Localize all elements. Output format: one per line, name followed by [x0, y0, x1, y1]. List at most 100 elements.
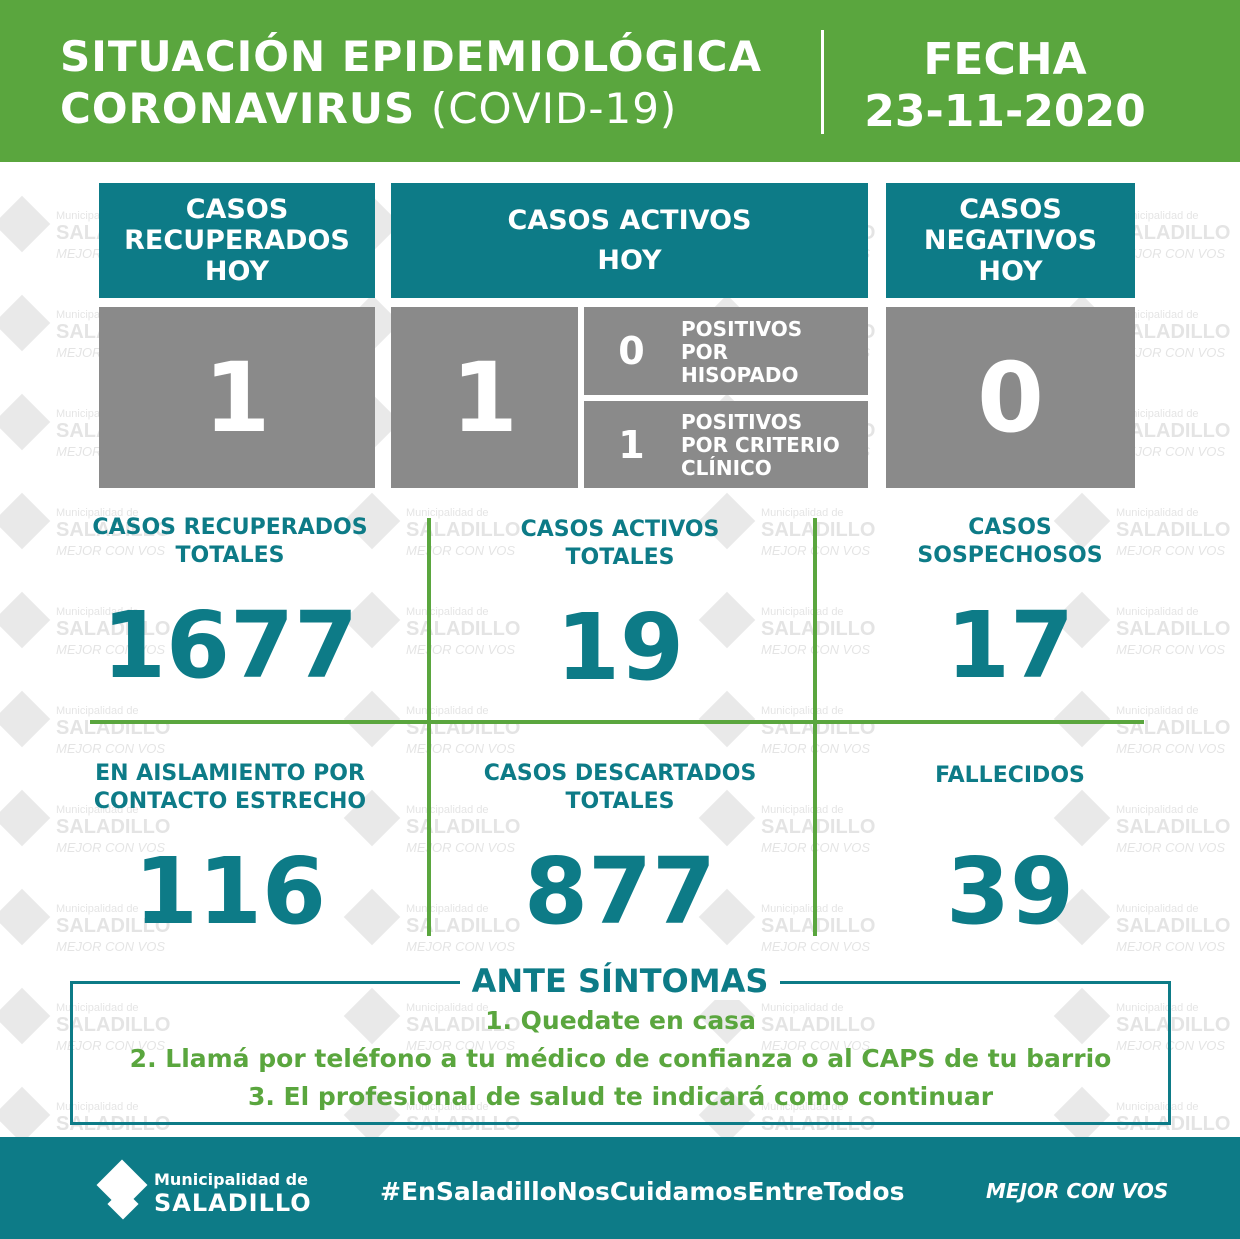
hisopado-box: 0 POSITIVOS POR HISOPADO — [584, 307, 868, 395]
watermark-text: SALADILLO — [1116, 1113, 1231, 1135]
watermark-text: SALADILLO — [1116, 420, 1231, 442]
watermark-text: Municipalidad de — [761, 1002, 844, 1014]
activos-hoy-l2: HOY — [597, 244, 662, 276]
grid-vline-left — [427, 518, 431, 936]
footer-banner: Municipalidad de SALADILLO #EnSaladilloN… — [0, 1137, 1240, 1239]
aislamiento-l2: CONTACTO ESTRECHO — [93, 789, 367, 814]
negativos-hoy-value: 0 — [977, 341, 1044, 454]
watermark-text: SALADILLO — [761, 519, 876, 541]
watermark-text: Municipalidad de — [1116, 903, 1199, 915]
watermark-text: SALADILLO — [56, 816, 171, 838]
watermark-text: Municipalidad de — [406, 507, 489, 519]
hisopado-l1: POSITIVOS — [681, 317, 803, 341]
criterio-l3: CLÍNICO — [681, 456, 772, 480]
watermark-text: Municipalidad de — [761, 705, 844, 717]
watermark-text: Municipalidad de — [56, 903, 139, 915]
recuperados-hoy-l1: CASOS — [185, 194, 289, 225]
watermark-text: Municipalidad de — [761, 903, 844, 915]
activos-hoy-value: 1 — [451, 341, 518, 454]
fallecidos-value: 39 — [945, 838, 1075, 945]
watermark-text: Municipalidad de — [406, 1002, 489, 1014]
watermark-text: Municipalidad de — [761, 1101, 844, 1113]
title-coronavirus: CORONAVIRUS — [60, 84, 416, 133]
sospechosos-label: CASOS SOSPECHOSOS — [830, 514, 1190, 570]
watermark-text: MEJOR CON VOS — [1116, 939, 1226, 954]
watermark-text: SALADILLO — [1116, 717, 1231, 739]
title-line2: CORONAVIRUS (COVID-19) — [60, 84, 677, 133]
watermark-text: Municipalidad de — [56, 1101, 139, 1113]
hisopado-label: POSITIVOS POR HISOPADO — [681, 318, 802, 387]
watermark-text: MEJOR CON VOS — [1116, 543, 1226, 558]
watermark-text: SALADILLO — [761, 1014, 876, 1036]
activos-totales-l2: TOTALES — [565, 545, 675, 570]
watermark-text: Municipalidad de — [761, 507, 844, 519]
footer-hashtag: #EnSaladilloNosCuidamosEntreTodos — [380, 1177, 905, 1206]
watermark-text: SALADILLO — [406, 618, 521, 640]
title-line1: SITUACIÓN EPIDEMIOLÓGICA — [60, 32, 762, 81]
aislamiento-label: EN AISLAMIENTO POR CONTACTO ESTRECHO — [60, 760, 400, 816]
negativos-hoy-header: CASOS NEGATIVOS HOY — [886, 183, 1135, 298]
watermark-text: MEJOR CON VOS — [56, 642, 166, 657]
watermark-text: SALADILLO — [406, 519, 521, 541]
watermark-text: MEJOR CON VOS — [56, 840, 166, 855]
footer-muni-line1: Municipalidad de — [154, 1170, 308, 1189]
recuperados-hoy-value: 1 — [203, 341, 271, 454]
watermark-text: Municipalidad de — [1116, 210, 1199, 222]
recuperados-hoy-header: CASOS RECUPERADOS HOY — [99, 183, 375, 298]
header-banner: SITUACIÓN EPIDEMIOLÓGICA CORONAVIRUS (CO… — [0, 0, 1240, 162]
watermark-logo-icon — [343, 690, 401, 748]
negativos-hoy-l3: HOY — [978, 256, 1043, 287]
watermark-text: SALADILLO — [56, 618, 171, 640]
watermark-text: Municipalidad de — [56, 705, 139, 717]
watermark-text: SALADILLO — [761, 915, 876, 937]
watermark-text: MEJOR CON VOS — [406, 642, 516, 657]
symptoms-step3: 3. El profesional de salud te indicará c… — [247, 1082, 994, 1111]
fallecidos-label: FALLECIDOS — [935, 763, 1085, 788]
activos-hoy-header: CASOS ACTIVOS HOY — [391, 183, 868, 298]
watermark-text: SALADILLO — [1116, 519, 1231, 541]
watermark-text: MEJOR CON VOS — [406, 939, 516, 954]
watermark-text: Municipalidad de — [406, 804, 489, 816]
recuperados-totales-l2: TOTALES — [175, 543, 285, 568]
watermark-logo-icon — [0, 987, 51, 1045]
watermark-text: Municipalidad de — [1116, 1002, 1199, 1014]
watermark-text: Municipalidad de — [1116, 705, 1199, 717]
negativos-hoy-box: 0 — [886, 307, 1135, 488]
watermark-logo-icon — [0, 492, 51, 550]
watermark-logo-icon — [1053, 690, 1111, 748]
watermark-text: MEJOR CON VOS — [761, 1038, 871, 1053]
symptoms-step1: 1. Quedate en casa — [485, 1006, 756, 1035]
watermark-logo-icon — [0, 1086, 51, 1137]
criterio-l1: POSITIVOS — [681, 410, 803, 434]
watermark-text: MEJOR CON VOS — [1116, 642, 1226, 657]
watermark-logo-icon — [0, 690, 51, 748]
recuperados-hoy-l2: RECUPERADOS — [124, 225, 350, 256]
watermark-text: MEJOR CON VOS — [56, 939, 166, 954]
recuperados-totales-l1: CASOS RECUPERADOS — [92, 515, 368, 540]
watermark-text: MEJOR CON VOS — [406, 543, 516, 558]
watermark-text: SALADILLO — [1116, 321, 1231, 343]
sospechosos-l1: CASOS — [968, 515, 1052, 540]
descartados-value: 877 — [523, 838, 717, 945]
activos-hoy-box: 1 — [391, 307, 578, 488]
watermark-text: MEJOR CON VOS — [761, 939, 871, 954]
watermark-text: MEJOR CON VOS — [1116, 345, 1226, 360]
fecha-label: FECHA — [923, 34, 1087, 85]
watermark-text: SALADILLO — [406, 1014, 521, 1036]
negativos-hoy-l1: CASOS — [959, 194, 1062, 225]
descartados-l1: CASOS DESCARTADOS — [483, 761, 757, 786]
watermark-text: MEJOR CON VOS — [56, 741, 166, 756]
